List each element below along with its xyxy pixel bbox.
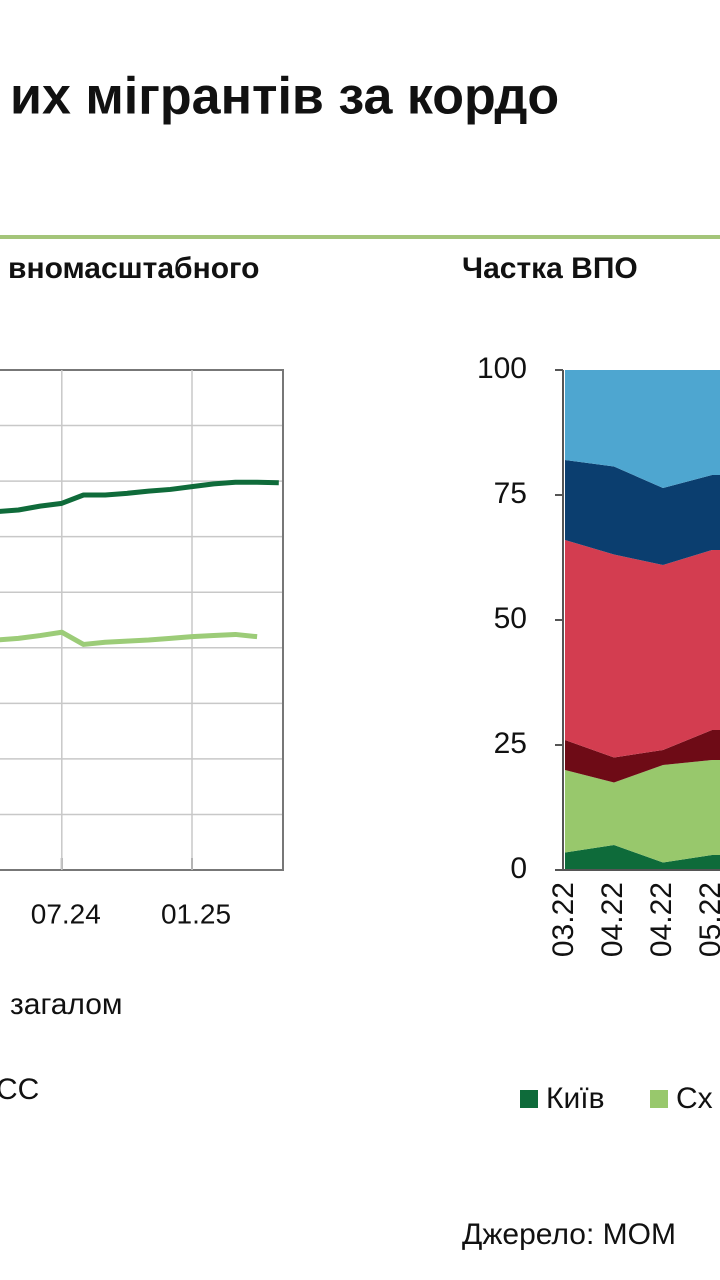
legend-label: Київ	[546, 1082, 605, 1115]
y-tick-label: 75	[494, 477, 527, 510]
legend-label: загалом	[10, 988, 123, 1021]
area-series	[565, 730, 720, 783]
y-tick-label: 100	[477, 352, 527, 385]
divider	[0, 235, 720, 239]
line-series	[0, 629, 258, 647]
y-tick-label: 0	[510, 852, 527, 885]
legend-label: СС	[0, 1073, 39, 1106]
y-tick-label: 25	[494, 727, 527, 760]
chart-title: Частка ВПО	[462, 252, 638, 285]
x-tick-label: 03.22	[547, 882, 580, 957]
chart-title: вномасштабного	[8, 252, 259, 285]
plot-frame	[0, 369, 284, 871]
source: Джерело: МОМ	[462, 1218, 676, 1251]
x-tick-label: 07.24	[31, 898, 101, 929]
area-series	[565, 845, 720, 870]
legend-swatch	[650, 1090, 668, 1108]
line-series	[0, 479, 279, 514]
area-series	[565, 540, 720, 758]
area-series	[565, 760, 720, 863]
y-tick-label: 50	[494, 602, 527, 635]
legend-label: Сх	[676, 1082, 713, 1115]
area-series	[565, 460, 720, 565]
area-series	[565, 370, 720, 488]
x-tick-label: 04.22	[596, 882, 629, 957]
slide-title: их мігрантів за кордо	[10, 68, 559, 126]
x-tick-label: 01.25	[161, 898, 231, 929]
x-tick-label: 05.22	[694, 882, 720, 957]
legend-swatch	[520, 1090, 538, 1108]
x-tick-label: 04.22	[645, 882, 678, 957]
